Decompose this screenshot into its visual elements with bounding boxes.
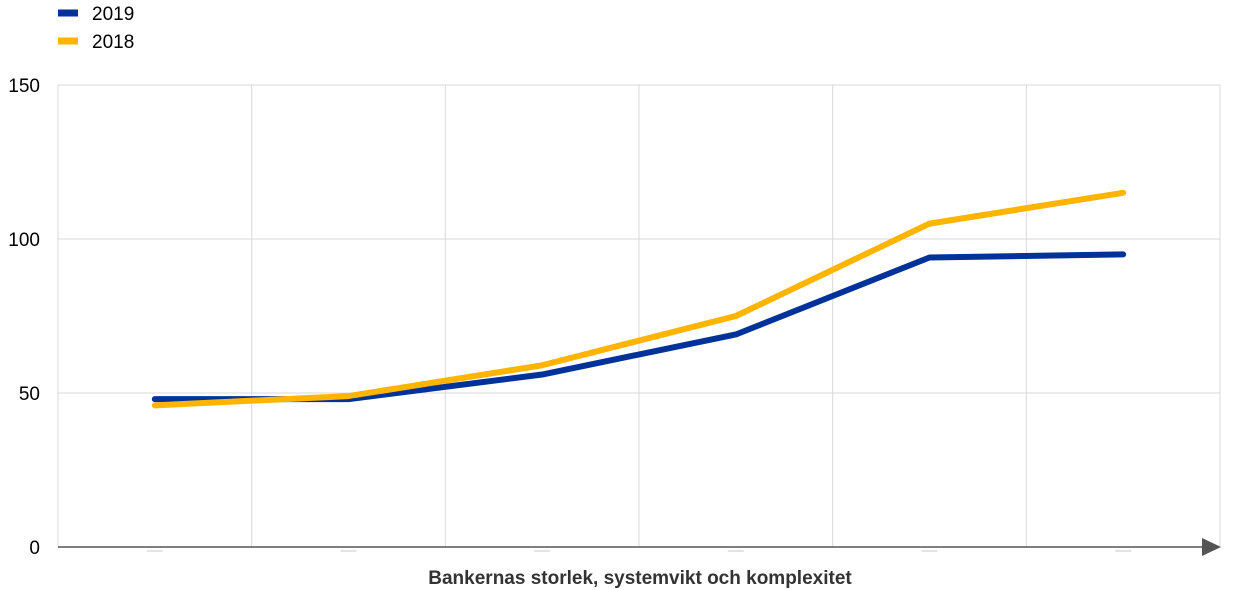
- y-tick-label: 50: [19, 384, 40, 405]
- legend-item-2018: 2018: [58, 32, 134, 53]
- gridlines: [58, 84, 1220, 547]
- series-layer: [151, 189, 1127, 409]
- y-tick-label: 150: [8, 76, 40, 97]
- series-2018: [151, 189, 1127, 409]
- legend-label-2019: 2019: [92, 4, 134, 25]
- series-line-2018: [151, 189, 1127, 409]
- x-axis-title: Bankernas storlek, systemvikt och komple…: [428, 568, 852, 589]
- legend: 2019 2018: [58, 4, 134, 53]
- y-tick-label: 0: [29, 538, 40, 559]
- legend-label-2018: 2018: [92, 32, 134, 53]
- x-axis-arrow-icon: [1202, 538, 1221, 556]
- y-axis-ticks: 0 50 100 150: [8, 76, 40, 559]
- legend-item-2019: 2019: [58, 4, 134, 25]
- y-tick-label: 100: [8, 230, 40, 251]
